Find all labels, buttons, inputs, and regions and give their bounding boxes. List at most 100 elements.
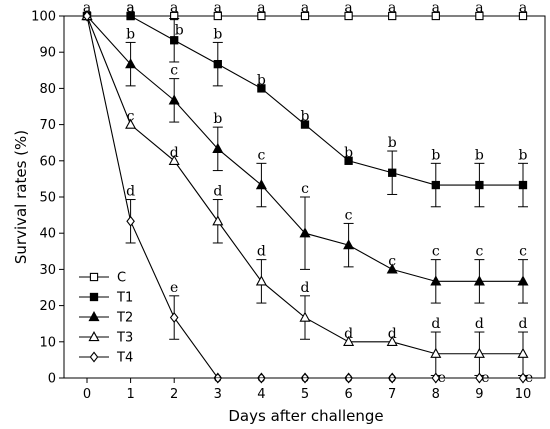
significance-letter-t2: c <box>388 253 396 269</box>
point-t4 <box>169 312 179 324</box>
point-t3 <box>517 347 529 358</box>
point-t1 <box>126 11 135 21</box>
significance-letter-t1: a <box>126 0 134 16</box>
y-tick-label: 70 <box>39 118 56 133</box>
significance-letter-t3: d <box>344 326 353 342</box>
point-t3 <box>299 311 311 322</box>
significance-letter-t4: e <box>388 370 396 386</box>
point-t3 <box>168 154 180 165</box>
legend-label-t2: T2 <box>116 311 133 326</box>
x-tick-label: 3 <box>214 387 222 402</box>
point-t1 <box>344 156 353 165</box>
significance-letter-t3: d <box>431 316 440 332</box>
series-t4 <box>82 10 528 384</box>
y-axis-title: Survival rates (%) <box>12 130 30 264</box>
legend-marker-c <box>89 272 99 282</box>
y-tick-label: 90 <box>39 46 56 61</box>
significance-letter-c: a <box>170 0 178 16</box>
significance-letter-c: a <box>301 0 309 16</box>
significance-letter-c: a <box>83 0 91 16</box>
series-t1 <box>82 11 528 208</box>
legend-marker-t4 <box>89 351 99 363</box>
significance-letter-t2: c <box>301 181 309 197</box>
point-t2 <box>125 58 137 69</box>
y-tick-label: 10 <box>39 335 56 350</box>
point-t1 <box>170 36 179 45</box>
significance-letter-t4: d <box>126 184 135 200</box>
legend-item-t4: T4 <box>79 351 133 366</box>
significance-letter-t2: b <box>126 26 135 42</box>
point-t2 <box>299 227 311 238</box>
significance-letter-t3: d <box>519 316 528 332</box>
y-tick-label: 80 <box>39 82 56 97</box>
x-tick-label: 9 <box>475 387 483 402</box>
x-tick-label: 4 <box>257 387 265 402</box>
significance-letter-t4: e <box>170 280 178 296</box>
point-t1 <box>213 59 222 69</box>
point-c <box>518 11 528 21</box>
significance-letter-t1: b <box>175 22 184 38</box>
significance-letter-t1: b <box>519 147 528 163</box>
point-c <box>388 11 397 21</box>
line-t1 <box>87 15 523 186</box>
y-tick-label: 0 <box>48 372 56 387</box>
point-t4 <box>82 10 92 22</box>
point-t1 <box>388 168 397 177</box>
point-t3 <box>125 118 137 129</box>
point-t2 <box>517 275 529 286</box>
x-tick-label: 1 <box>126 387 134 402</box>
point-t3 <box>473 347 485 358</box>
point-t2 <box>343 239 355 250</box>
significance-letter-t4: e <box>301 370 309 386</box>
legend-label-c: C <box>117 271 126 286</box>
significance-letter-t4: e <box>438 370 446 386</box>
point-t4 <box>257 372 266 384</box>
legend-label-t3: T3 <box>116 331 133 346</box>
significance-letter-t3: d <box>213 184 222 200</box>
legend-label-t1: T1 <box>116 291 133 306</box>
significance-letter-c: a <box>519 0 527 16</box>
point-t1 <box>431 180 440 190</box>
significance-letter-t2: c <box>475 244 483 260</box>
series-t3 <box>81 10 529 376</box>
x-tick-label: 5 <box>301 387 309 402</box>
point-t4 <box>300 372 310 384</box>
x-axis-title: Days after challenge <box>228 407 383 425</box>
point-t4 <box>431 372 441 384</box>
series-layer <box>81 10 529 384</box>
significance-letter-t4: e <box>525 370 533 386</box>
legend-item-t1: T1 <box>79 291 133 306</box>
legend-marker-t2 <box>88 311 100 322</box>
point-t4 <box>475 372 484 384</box>
significance-letter-t1: b <box>213 26 222 42</box>
significance-letter-t2: c <box>432 244 440 260</box>
significance-letter-c: a <box>432 0 440 16</box>
y-tick-label: 20 <box>39 299 56 314</box>
significance-letter-t2: c <box>519 244 527 260</box>
significance-letter-t1: b <box>388 135 397 151</box>
point-t3 <box>430 347 442 358</box>
point-c <box>257 11 266 21</box>
point-t3 <box>212 215 224 226</box>
significance-letter-c: a <box>388 0 396 16</box>
legend-item-c: C <box>79 271 126 286</box>
y-tick-label: 60 <box>39 154 56 169</box>
significance-letter-t4: e <box>214 370 222 386</box>
significance-letter-t1: b <box>431 147 440 163</box>
y-tick-label: 40 <box>39 227 56 242</box>
significance-letter-t1: b <box>301 109 310 125</box>
significance-letter-t3: d <box>301 280 310 296</box>
significance-letter-t2: c <box>170 63 178 79</box>
significance-letter-t1: b <box>344 145 353 161</box>
legend-item-t2: T2 <box>79 311 133 326</box>
point-t3 <box>255 275 267 286</box>
legend-item-t3: T3 <box>79 331 133 346</box>
point-t2 <box>430 275 442 286</box>
x-tick-label: 6 <box>344 387 352 402</box>
legend-marker-t1 <box>89 292 99 302</box>
point-c <box>213 11 222 21</box>
point-c <box>431 11 440 21</box>
significance-letter-c: a <box>257 0 265 16</box>
x-tick-label: 10 <box>515 387 532 402</box>
